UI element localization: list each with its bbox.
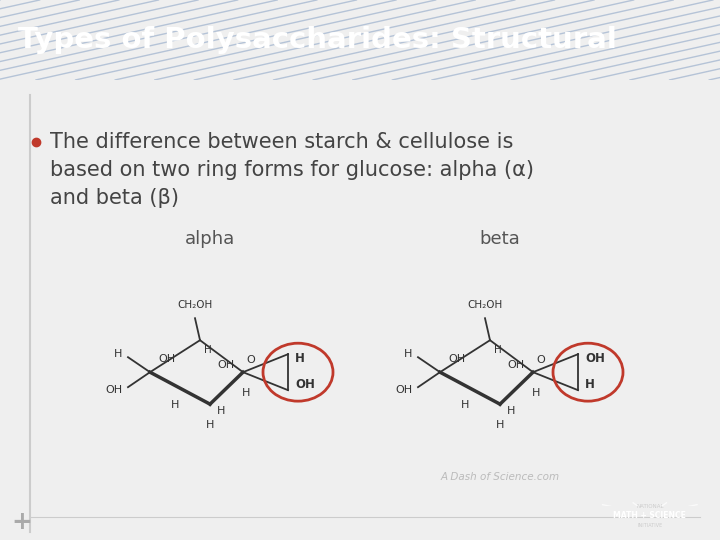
Text: H: H <box>507 406 516 416</box>
Text: H: H <box>206 420 214 430</box>
Text: H: H <box>171 400 179 410</box>
Text: alpha: alpha <box>185 231 235 248</box>
Text: H: H <box>295 352 305 365</box>
Text: OH: OH <box>295 377 315 390</box>
Text: OH: OH <box>508 360 525 370</box>
Text: H: H <box>494 345 502 355</box>
Text: based on two ring forms for glucose: alpha (α): based on two ring forms for glucose: alp… <box>50 160 534 180</box>
Text: H: H <box>242 388 250 398</box>
Text: OH: OH <box>105 385 122 395</box>
Text: O: O <box>536 355 545 365</box>
Text: OH: OH <box>449 354 466 364</box>
Text: Types of Polysaccharides: Structural: Types of Polysaccharides: Structural <box>18 26 617 54</box>
Text: and beta (β): and beta (β) <box>50 188 179 208</box>
Text: +: + <box>12 510 32 534</box>
Text: H: H <box>461 400 469 410</box>
Text: beta: beta <box>480 231 521 248</box>
Text: H: H <box>404 349 412 359</box>
Text: CH₂OH: CH₂OH <box>467 300 503 310</box>
Text: INITIATIVE: INITIATIVE <box>637 523 662 528</box>
Text: H: H <box>114 349 122 359</box>
Text: NATIONAL: NATIONAL <box>636 504 664 509</box>
Text: H: H <box>532 388 540 398</box>
Text: H: H <box>585 377 595 390</box>
Text: The difference between starch & cellulose is: The difference between starch & cellulos… <box>50 132 513 152</box>
Text: OH: OH <box>158 354 176 364</box>
Text: OH: OH <box>585 352 605 365</box>
Text: H: H <box>204 345 212 355</box>
Text: OH: OH <box>395 385 412 395</box>
Text: H: H <box>217 406 225 416</box>
Text: MATH + SCIENCE: MATH + SCIENCE <box>613 511 686 520</box>
Text: CH₂OH: CH₂OH <box>177 300 212 310</box>
Text: H: H <box>496 420 504 430</box>
Text: O: O <box>247 355 256 365</box>
Text: A Dash of Science.com: A Dash of Science.com <box>441 472 559 482</box>
Text: OH: OH <box>217 360 235 370</box>
